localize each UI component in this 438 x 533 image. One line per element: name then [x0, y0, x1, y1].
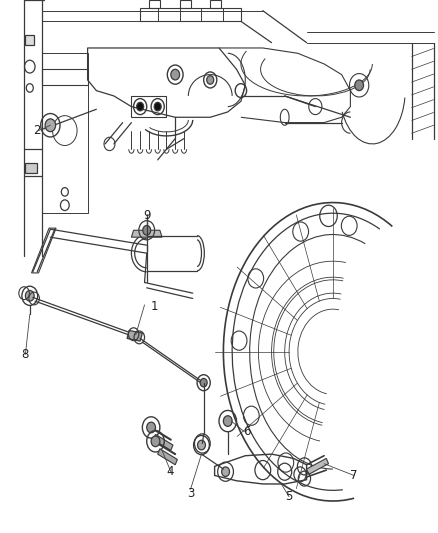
- Text: 1: 1: [151, 300, 159, 313]
- Text: 4: 4: [166, 465, 174, 478]
- Polygon shape: [131, 230, 162, 237]
- Text: 2: 2: [33, 124, 40, 137]
- Circle shape: [207, 76, 214, 84]
- Circle shape: [137, 102, 144, 111]
- Polygon shape: [127, 330, 142, 341]
- Text: 5: 5: [285, 490, 292, 503]
- Text: 8: 8: [22, 348, 29, 361]
- Circle shape: [222, 467, 230, 477]
- Circle shape: [223, 416, 232, 426]
- Circle shape: [355, 80, 364, 91]
- Circle shape: [143, 225, 151, 235]
- Circle shape: [151, 436, 160, 447]
- Text: 3: 3: [187, 487, 194, 499]
- Circle shape: [45, 119, 56, 132]
- Text: 7: 7: [350, 469, 358, 482]
- Polygon shape: [158, 449, 177, 465]
- Circle shape: [171, 69, 180, 80]
- Circle shape: [25, 290, 34, 301]
- Polygon shape: [153, 434, 173, 450]
- Polygon shape: [25, 35, 34, 45]
- Circle shape: [198, 440, 205, 450]
- Circle shape: [154, 102, 161, 111]
- Polygon shape: [25, 163, 37, 173]
- Text: 9: 9: [143, 209, 151, 222]
- Text: 6: 6: [243, 425, 251, 438]
- Circle shape: [200, 378, 207, 387]
- Polygon shape: [307, 458, 328, 474]
- Circle shape: [147, 422, 155, 433]
